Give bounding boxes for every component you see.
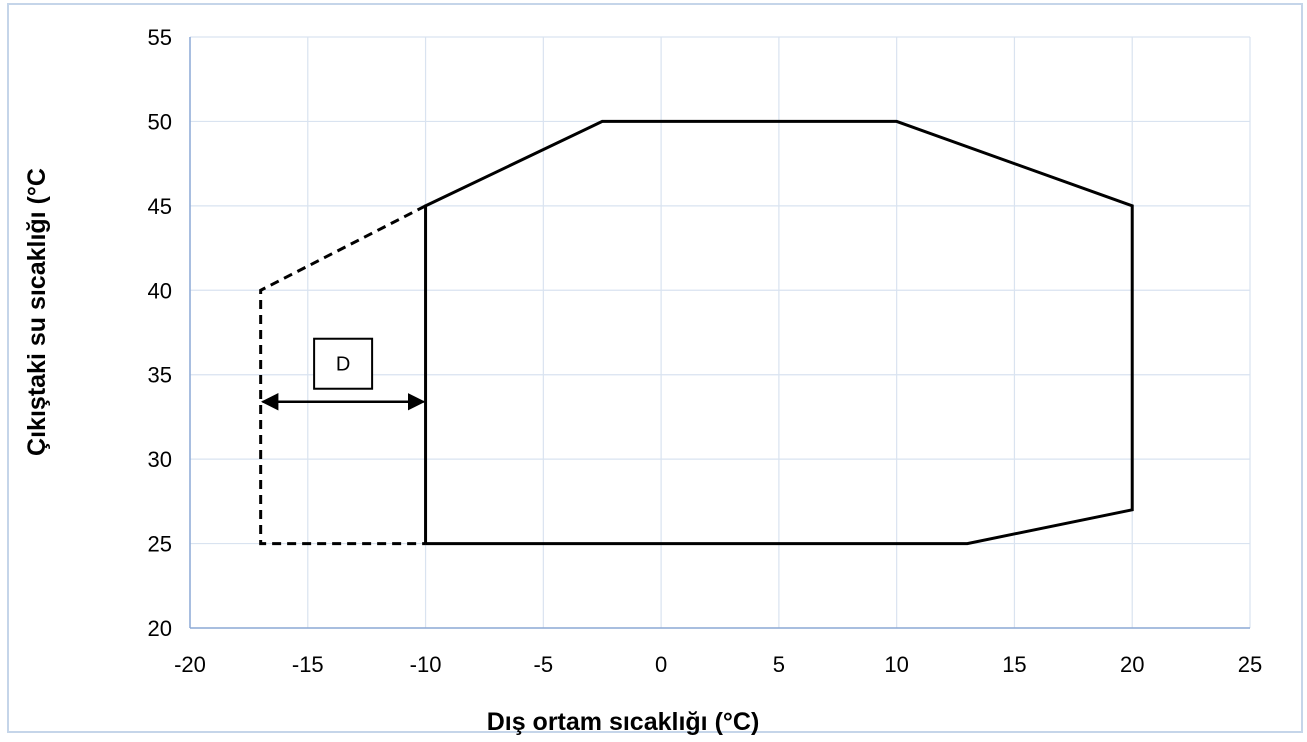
solid-boundary-line	[424, 119, 1134, 546]
tick-labels: -20 -15 -10 -5 0 5 10 15 20 25 20 25 30 35 40 45 50 55	[148, 25, 1263, 677]
y-tick-label: 25	[148, 532, 172, 557]
y-tick-label: 40	[148, 278, 172, 303]
x-axis-title: Dış ortam sıcaklığı (°C)	[487, 708, 760, 736]
x-tick-label: -20	[174, 652, 206, 677]
x-tick-label: 20	[1120, 652, 1144, 677]
dashed-boundary-line	[259, 204, 427, 546]
axes	[189, 37, 1250, 629]
y-tick-label: 30	[148, 447, 172, 472]
y-tick-label: 55	[148, 25, 172, 50]
y-tick-label: 35	[148, 363, 172, 388]
chart-border	[7, 3, 1303, 733]
y-tick-label: 45	[148, 194, 172, 219]
x-tick-label: 5	[773, 652, 785, 677]
y-tick-label: 50	[148, 109, 172, 134]
dimension-label-box	[313, 337, 374, 390]
annotations: D	[260, 337, 426, 411]
series	[259, 119, 1134, 546]
x-tick-label: -15	[292, 652, 324, 677]
y-tick-label: 20	[148, 616, 172, 641]
x-tick-label: -5	[534, 652, 554, 677]
x-tick-label: 25	[1238, 652, 1262, 677]
x-tick-label: 15	[1002, 652, 1026, 677]
y-axis-title: Çıkıştaki su sıcaklığı (°C	[23, 168, 51, 456]
x-tick-label: 10	[884, 652, 908, 677]
dimension-label: D	[336, 354, 350, 376]
x-tick-label: -10	[410, 652, 442, 677]
x-tick-label: 0	[655, 652, 667, 677]
